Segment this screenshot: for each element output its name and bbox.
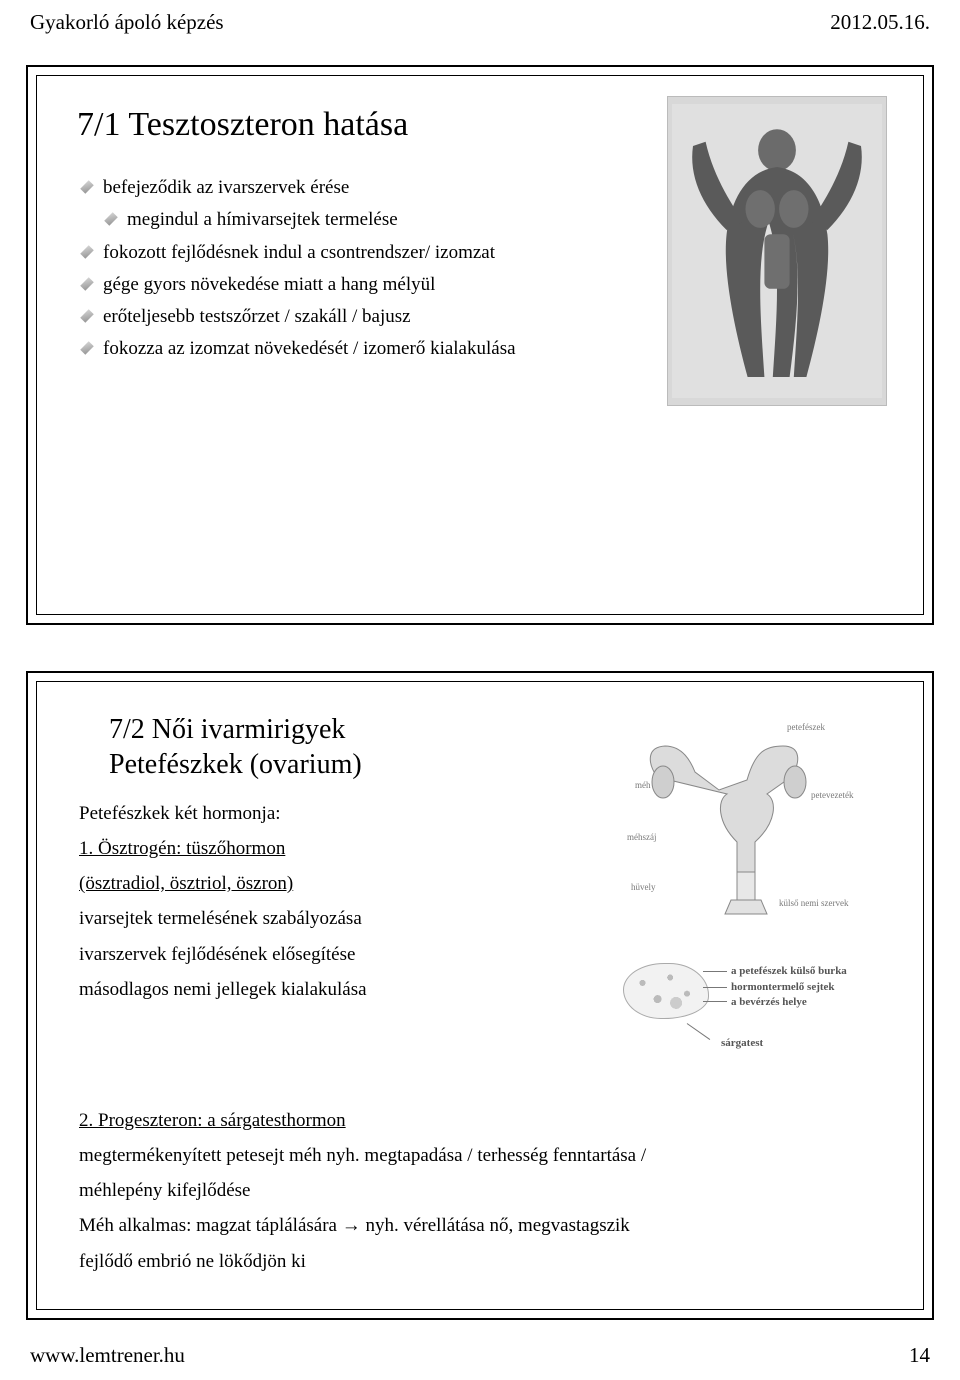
slide2-p2-l2: Méh alkalmas: magzat táplálására → nyh. … — [79, 1208, 887, 1243]
slide2-p2-l3: fejlődő embrió ne lökődjön ki — [79, 1244, 887, 1279]
slide2-body-upper: Petefészkek két hormonja: 1. Ösztrogén: … — [77, 796, 597, 1007]
slide2-p1-sub: (ösztradiol, ösztriol, öszron) — [79, 873, 293, 894]
diag-label-mehszaj: méhszáj — [627, 832, 657, 842]
d2-l4: sárgatest — [721, 1037, 763, 1049]
ovary-cross-section: a petefészek külső burka hormontermelő s… — [617, 941, 877, 1091]
d2-l3: a bevérzés helye — [731, 996, 807, 1008]
diag-label-meh: méh — [635, 780, 651, 790]
diag-label-petevezetek: petevezeték — [811, 790, 853, 800]
d2-l1: a petefészek külső burka — [731, 965, 847, 977]
bullet-item: befejeződik az ivarszervek érése — [81, 172, 647, 204]
footer-left: www.lemtrener.hu — [30, 1343, 185, 1368]
bullet-item: fokozza az izomzat növekedését / izomerő… — [81, 333, 647, 365]
diag-label-huvely: hüvely — [631, 882, 656, 892]
slide2-p1-l1: ivarsejtek termelésének szabályozása — [79, 901, 597, 936]
slide2-subtitle: 7/2 Női ivarmirigyek Petefészkek (ovariu… — [77, 712, 597, 782]
header-left: Gyakorló ápoló képzés — [30, 10, 224, 35]
slide1-title: 7/1 Tesztoszteron hatása — [77, 106, 647, 144]
slide-2-inner: 7/2 Női ivarmirigyek Petefészkek (ovariu… — [36, 681, 924, 1310]
slide2-p1-l2: ivarszervek fejlődésének elősegítése — [79, 937, 597, 972]
bodybuilder-image — [667, 96, 887, 406]
bullet-item: gége gyors növekedése miatt a hang mélyü… — [81, 269, 647, 301]
bullet-item: erőteljesebb testszőrzet / szakáll / baj… — [81, 301, 647, 333]
page-footer: www.lemtrener.hu 14 — [30, 1343, 930, 1368]
slide-1: 7/1 Tesztoszteron hatása befejeződik az … — [26, 65, 934, 625]
diag-label-petefeszek: petefészek — [787, 722, 825, 732]
slide2-intro: Petefészkek két hormonja: — [79, 796, 597, 831]
header-right: 2012.05.16. — [830, 10, 930, 35]
page-header: Gyakorló ápoló képzés 2012.05.16. — [26, 10, 934, 35]
slide2-sub-l1: 7/2 Női ivarmirigyek — [109, 714, 345, 745]
d2-l2: hormontermelő sejtek — [731, 981, 835, 993]
female-anatomy-diagram: petefészek méh petevezeték méhszáj hüvel… — [617, 722, 877, 937]
slide2-p2-l1a: megtermékenyített petesejt méh nyh. megt… — [79, 1138, 887, 1173]
slide-1-inner: 7/1 Tesztoszteron hatása befejeződik az … — [36, 75, 924, 615]
diag-label-kulso: külső nemi szervek — [779, 898, 848, 908]
slide2-sub-l2: Petefészkek (ovarium) — [109, 749, 362, 780]
slide1-bullets: befejeződik az ivarszervek érése megindu… — [77, 172, 647, 366]
bullet-item: megindul a hímivarsejtek termelése — [105, 204, 647, 236]
bullet-item: fokozott fejlődésnek indul a csontrendsz… — [81, 237, 647, 269]
slide2-p1-head: 1. Ösztrogén: tüszőhormon — [79, 838, 285, 859]
slide2-p2-l1b: méhlepény kifejlődése — [79, 1173, 887, 1208]
slide-2: 7/2 Női ivarmirigyek Petefészkek (ovariu… — [26, 671, 934, 1320]
slide2-p2-head: 2. Progeszteron: a sárgatesthormon — [79, 1110, 346, 1131]
slide2-p1-l3: másodlagos nemi jellegek kialakulása — [79, 972, 597, 1007]
ovary-shape — [623, 963, 709, 1019]
footer-right: 14 — [909, 1343, 930, 1368]
slide2-body-lower: 2. Progeszteron: a sárgatesthormon megte… — [77, 1103, 887, 1279]
